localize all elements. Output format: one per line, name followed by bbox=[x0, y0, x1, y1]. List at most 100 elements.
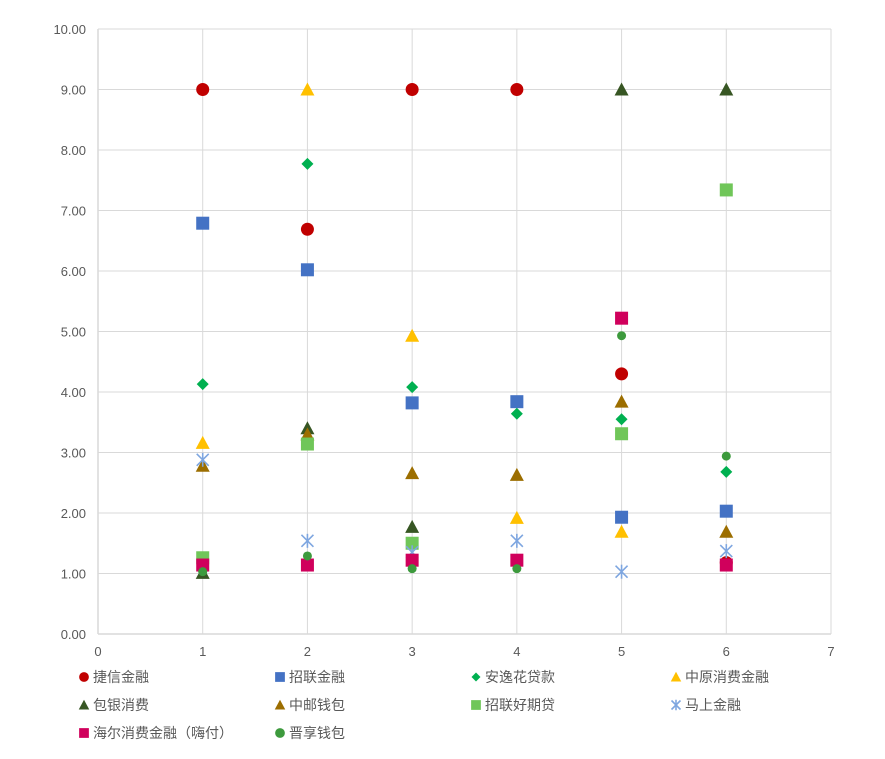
triangle-marker-icon bbox=[509, 510, 524, 524]
legend-label: 中原消费金融 bbox=[685, 670, 769, 686]
square-marker-icon bbox=[196, 216, 210, 230]
square-marker-icon bbox=[615, 510, 629, 524]
triangle-marker-icon bbox=[614, 394, 629, 408]
legend-marker-icon bbox=[471, 700, 481, 710]
y-axis-ticks: 0.00 1.00 2.00 3.00 4.00 5.00 6.00 7.00 8.00 9.00… bbox=[53, 22, 86, 642]
legend-item: 包银消费 bbox=[78, 695, 149, 715]
y-tick-label: 5.00 bbox=[61, 325, 86, 340]
series-points bbox=[195, 394, 734, 538]
x-tick-label: 3 bbox=[409, 644, 416, 659]
triangle-marker-icon bbox=[614, 82, 629, 96]
triangle-marker-icon bbox=[509, 467, 524, 481]
y-tick-label: 10.00 bbox=[53, 22, 86, 37]
diamond-marker-icon bbox=[406, 381, 419, 394]
legend-item: 捷信金融 bbox=[78, 667, 149, 687]
square-marker-icon bbox=[719, 183, 733, 197]
square-marker-icon bbox=[510, 395, 524, 409]
legend-marker-icon bbox=[670, 699, 682, 711]
legend-marker-icon bbox=[471, 672, 481, 682]
legend-marker-icon bbox=[275, 672, 285, 682]
triangle-marker-icon bbox=[274, 699, 286, 710]
legend-marker-icon bbox=[79, 728, 89, 738]
circle-marker-icon bbox=[275, 728, 285, 738]
legend-item: 招联好期贷 bbox=[470, 695, 555, 715]
square-marker-icon bbox=[615, 427, 629, 441]
square-marker-icon bbox=[79, 728, 89, 738]
star-marker-icon bbox=[615, 564, 629, 579]
square-marker-icon bbox=[719, 558, 733, 572]
y-tick-label: 3.00 bbox=[61, 446, 86, 461]
square-marker-icon bbox=[510, 553, 524, 567]
diamond-marker-icon bbox=[301, 157, 314, 170]
triangle-marker-icon bbox=[719, 82, 734, 96]
y-tick-label: 4.00 bbox=[61, 385, 86, 400]
triangle-marker-icon bbox=[719, 524, 734, 538]
square-marker-icon bbox=[405, 396, 419, 410]
square-marker-icon bbox=[471, 700, 481, 710]
legend-marker-icon bbox=[275, 728, 285, 738]
x-tick-label: 1 bbox=[199, 644, 206, 659]
legend-marker-icon bbox=[79, 672, 89, 682]
legend-label: 海尔消费金融（嗨付） bbox=[93, 726, 233, 742]
circle-marker-icon bbox=[79, 672, 89, 682]
series-points bbox=[196, 216, 733, 524]
square-marker-icon bbox=[405, 553, 419, 567]
square-marker-icon bbox=[300, 437, 314, 451]
legend-item: 中邮钱包 bbox=[274, 695, 345, 715]
diamond-marker-icon bbox=[196, 378, 209, 391]
x-tick-label: 0 bbox=[94, 644, 101, 659]
grid-lines bbox=[98, 28, 832, 634]
triangle-marker-icon bbox=[670, 671, 682, 682]
square-marker-icon bbox=[300, 558, 314, 572]
legend-label: 马上金融 bbox=[685, 698, 741, 714]
legend-label: 中邮钱包 bbox=[289, 698, 345, 714]
data-points bbox=[195, 82, 734, 579]
circle-small-marker-icon bbox=[198, 567, 208, 577]
diamond-marker-icon bbox=[510, 407, 523, 420]
triangle-marker-icon bbox=[300, 82, 315, 96]
square-marker-icon bbox=[615, 311, 629, 325]
square-marker-icon bbox=[275, 672, 285, 682]
square-marker-icon bbox=[196, 558, 210, 572]
triangle-marker-icon bbox=[300, 427, 315, 441]
legend-item: 招联金融 bbox=[274, 667, 345, 687]
square-marker-icon bbox=[719, 504, 733, 518]
circle-small-marker-icon bbox=[512, 564, 522, 574]
series-points bbox=[196, 452, 733, 579]
axes bbox=[97, 29, 831, 635]
diamond-marker-icon bbox=[471, 672, 481, 682]
circle-small-marker-icon bbox=[302, 551, 312, 561]
legend-marker-icon bbox=[670, 671, 682, 682]
legend-marker-icon bbox=[274, 699, 286, 710]
y-tick-label: 2.00 bbox=[61, 506, 86, 521]
y-tick-label: 1.00 bbox=[61, 567, 86, 582]
triangle-marker-icon bbox=[614, 524, 629, 538]
square-marker-icon bbox=[405, 536, 419, 550]
series-points bbox=[196, 311, 733, 572]
y-tick-label: 8.00 bbox=[61, 143, 86, 158]
star-marker-icon bbox=[196, 452, 210, 467]
legend-label: 捷信金融 bbox=[93, 670, 149, 686]
series-points bbox=[195, 82, 629, 538]
diamond-marker-icon bbox=[615, 413, 628, 426]
triangle-marker-icon bbox=[405, 466, 420, 480]
legend-label: 包银消费 bbox=[93, 698, 149, 714]
x-tick-label: 7 bbox=[827, 644, 834, 659]
legend-label: 晋享钱包 bbox=[289, 726, 345, 742]
series-points bbox=[196, 183, 733, 565]
star-marker-icon bbox=[510, 533, 524, 548]
star-marker-icon bbox=[670, 699, 682, 711]
legend-item: 晋享钱包 bbox=[274, 723, 345, 743]
star-marker-icon bbox=[300, 533, 314, 548]
circle-small-marker-icon bbox=[407, 564, 417, 574]
circle-marker-icon bbox=[196, 83, 210, 96]
y-tick-label: 6.00 bbox=[61, 264, 86, 279]
y-tick-label: 7.00 bbox=[61, 204, 86, 219]
legend-marker-icon bbox=[78, 699, 90, 710]
scatter-chart: 0.00 1.00 2.00 3.00 4.00 5.00 6.00 7.00 8.00 9.00… bbox=[53, 22, 834, 659]
legend-item: 马上金融 bbox=[670, 695, 741, 715]
y-tick-label: 0.00 bbox=[61, 627, 86, 642]
series-points bbox=[195, 82, 734, 579]
square-marker-icon bbox=[300, 263, 314, 277]
x-tick-label: 5 bbox=[618, 644, 625, 659]
